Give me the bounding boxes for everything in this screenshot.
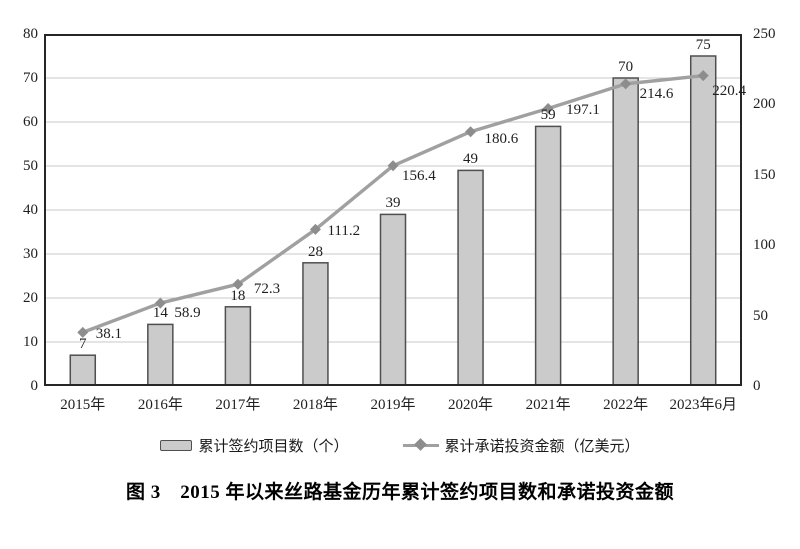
bar-2023年6月 — [689, 55, 717, 386]
bar-2019年 — [379, 213, 407, 386]
line-marker-2019年 — [387, 160, 399, 172]
line-marker-2022年 — [620, 78, 632, 90]
y-left-tick-label: 0 — [30, 378, 39, 394]
y-right-tick-label: 150 — [753, 166, 776, 183]
line-marker-2016年 — [154, 297, 166, 309]
plot-area — [44, 34, 742, 386]
bar-2015年 — [69, 354, 97, 386]
line-series-swatch-icon — [402, 438, 439, 451]
y-left-tick-label: 70 — [23, 70, 38, 86]
x-tick-label: 2016年 — [137, 397, 183, 413]
y-left-tick-label: 20 — [23, 290, 38, 306]
y-right-tick-label: 200 — [753, 96, 776, 113]
y-right-tick-label: 0 — [753, 378, 761, 394]
x-tick-label: 2015年 — [60, 397, 106, 413]
x-tick-label: 2020年 — [448, 397, 494, 413]
x-tick-label: 2019年 — [370, 397, 416, 413]
x-tick-label: 2021年 — [525, 397, 571, 413]
plot-border — [44, 34, 742, 386]
line-marker-2018年 — [309, 223, 321, 235]
y-right-tick-label: 100 — [753, 237, 776, 254]
y-left-tick-label: 30 — [23, 246, 38, 262]
y-left-tick-label: 50 — [23, 158, 38, 174]
line-marker-2023年6月 — [697, 70, 709, 82]
y-right-tick-label: 50 — [753, 307, 768, 324]
bar-2020年 — [457, 169, 484, 386]
x-tick-label: 2017年 — [215, 397, 261, 413]
bar-series-swatch-icon — [160, 439, 193, 451]
figure-caption: 图 3 2015 年以来丝路基金历年累计签约项目数和承诺投资金额 — [125, 482, 674, 503]
bar-2022年 — [612, 77, 639, 386]
y-left-tick-label: 10 — [23, 334, 38, 350]
diamond-marker-icon — [413, 438, 427, 451]
legend: 累计签约项目数（个） 累计承诺投资金额（亿美元） — [0, 434, 800, 456]
x-tick-label: 2023年6月 — [669, 397, 737, 413]
bar-2018年 — [302, 262, 329, 386]
line-marker-2017年 — [232, 278, 244, 290]
line-marker-2020年 — [465, 126, 477, 138]
bar-2021年 — [534, 125, 562, 386]
legend-bar-label: 累计签约项目数（个） — [198, 438, 349, 455]
line-marker-2021年 — [542, 102, 554, 114]
y-left-tick-label: 60 — [23, 114, 38, 130]
y-left-tick-label: 40 — [23, 202, 38, 218]
x-tick-label: 2018年 — [292, 397, 338, 413]
x-tick-label: 2022年 — [603, 397, 649, 413]
y-left-tick-label: 80 — [23, 26, 38, 42]
y-right-tick-label: 250 — [753, 26, 776, 42]
legend-item-line-series: 累计承诺投资金额（亿美元） — [402, 435, 640, 456]
legend-line-label: 累计承诺投资金额（亿美元） — [444, 438, 640, 455]
bar-2016年 — [147, 323, 174, 386]
legend-item-bar-series: 累计签约项目数（个） — [160, 435, 349, 456]
bar-2017年 — [224, 306, 252, 386]
line-marker-2015年 — [77, 326, 89, 338]
